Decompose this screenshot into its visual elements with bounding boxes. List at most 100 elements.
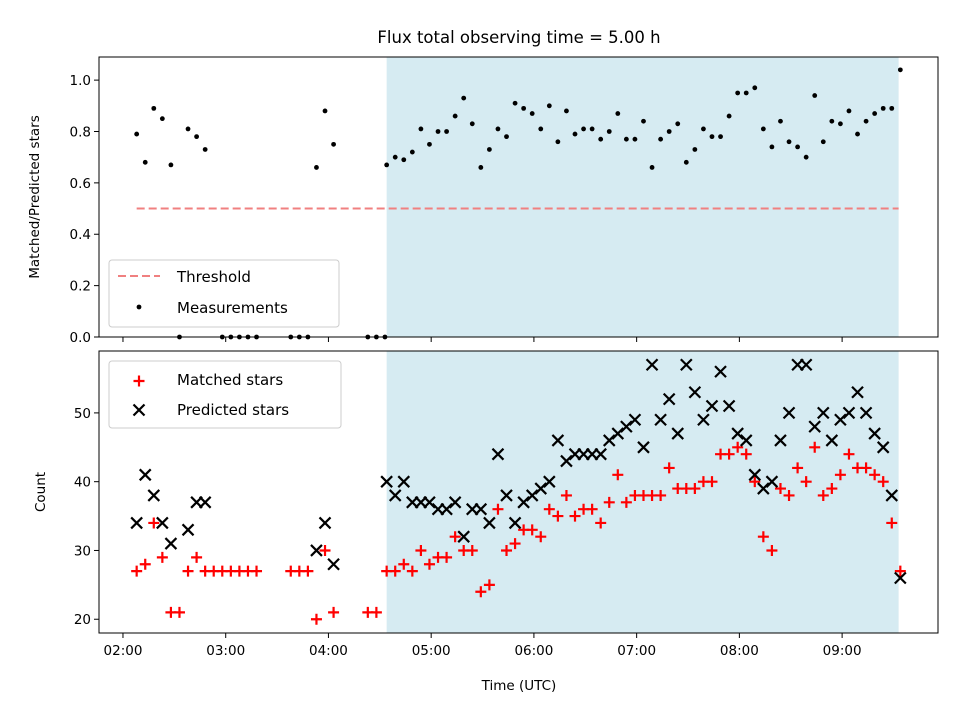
top-panel-marks bbox=[134, 67, 903, 340]
predicted-star-point bbox=[688, 385, 702, 399]
x-axis-label: Time (UTC) bbox=[481, 678, 557, 694]
measurement-point bbox=[675, 121, 681, 127]
y-tick-label: 1.0 bbox=[70, 73, 91, 89]
matched-star-point bbox=[501, 544, 513, 556]
y-tick-label: 0.4 bbox=[70, 227, 91, 243]
bottom-legend: Matched stars Predicted stars bbox=[108, 360, 342, 429]
measurement-point bbox=[529, 111, 535, 116]
predicted-star-point bbox=[327, 557, 340, 571]
measurement-point bbox=[709, 134, 715, 140]
measurement-point bbox=[168, 162, 174, 168]
measurement-point bbox=[555, 139, 561, 145]
bottom-y-axis: 20 30 40 50 bbox=[74, 406, 99, 628]
measurement-point bbox=[331, 141, 336, 147]
measurement-point bbox=[314, 165, 319, 170]
predicted-star-point bbox=[859, 406, 873, 420]
measurement-point bbox=[521, 105, 527, 111]
matched-star-point bbox=[302, 565, 314, 577]
predicted-star-point bbox=[440, 502, 453, 516]
predicted-star-point bbox=[662, 392, 676, 406]
predicted-star-point bbox=[543, 475, 556, 488]
measurement-point bbox=[752, 85, 758, 91]
predicted-star-point bbox=[637, 441, 650, 454]
predicted-star-point bbox=[310, 544, 323, 557]
matched-star-point bbox=[620, 496, 632, 508]
predicted-star-point bbox=[885, 489, 899, 502]
legend-matched-label: Matched stars bbox=[177, 371, 283, 389]
predicted-star-point bbox=[602, 434, 616, 447]
x-tick-label: 03:00 bbox=[206, 643, 245, 659]
predicted-star-point bbox=[397, 475, 411, 488]
predicted-star-point bbox=[138, 468, 152, 482]
measurement-point bbox=[692, 147, 698, 152]
matched-star-point bbox=[749, 476, 761, 488]
matched-star-point bbox=[817, 489, 829, 501]
y-tick-label: 0.2 bbox=[70, 279, 91, 295]
measurement-point bbox=[760, 126, 766, 132]
legend-measurements-label: Measurements bbox=[177, 299, 288, 317]
measurement-point bbox=[401, 157, 407, 163]
matched-star-point bbox=[251, 565, 263, 577]
y-tick-label: 0.6 bbox=[70, 176, 91, 192]
matched-star-point bbox=[131, 565, 143, 577]
measurement-point bbox=[846, 108, 852, 114]
top-y-axis-label: Matched/Predicted stars bbox=[27, 115, 43, 278]
bottom-x-axis: 02:00 03:00 04:00 05:00 06:00 07:00 08:00 09:00 bbox=[104, 633, 862, 659]
x-tick-label: 08:00 bbox=[720, 643, 759, 659]
measurement-point bbox=[564, 108, 569, 114]
predicted-star-point bbox=[697, 413, 710, 427]
predicted-star-point bbox=[525, 489, 539, 502]
predicted-star-point bbox=[628, 413, 642, 427]
predicted-star-point bbox=[834, 413, 847, 427]
measurement-point bbox=[666, 129, 672, 134]
predicted-star-point bbox=[868, 427, 881, 440]
measurement-point bbox=[812, 93, 818, 98]
bottom-panel-frame bbox=[98, 350, 939, 634]
x-tick-label: 09:00 bbox=[823, 643, 862, 659]
measurement-point bbox=[151, 105, 157, 111]
top-legend: Threshold Measurements bbox=[108, 259, 340, 328]
matched-star-point bbox=[552, 510, 564, 522]
matched-star-point bbox=[560, 489, 572, 501]
legend-predicted-label: Predicted stars bbox=[177, 401, 289, 419]
matched-star-point bbox=[869, 469, 881, 481]
measurement-point bbox=[142, 159, 148, 165]
matched-star-point bbox=[415, 544, 427, 556]
measurement-point bbox=[409, 149, 415, 155]
predicted-star-point bbox=[491, 447, 505, 461]
x-tick-label: 05:00 bbox=[412, 643, 451, 659]
matched-star-point bbox=[466, 544, 478, 556]
top-legend-box bbox=[108, 259, 340, 328]
matched-star-point bbox=[406, 565, 418, 577]
measurement-point bbox=[444, 129, 449, 134]
predicted-star-point bbox=[825, 434, 839, 447]
predicted-star-point bbox=[508, 516, 522, 530]
measurement-point bbox=[863, 118, 869, 124]
matched-star-point bbox=[757, 531, 769, 543]
matched-star-point bbox=[423, 558, 435, 570]
predicted-star-point bbox=[876, 441, 890, 454]
measurement-point bbox=[786, 139, 792, 145]
matched-star-point bbox=[139, 558, 151, 570]
matched-star-point bbox=[894, 565, 906, 577]
y-tick-label: 0.0 bbox=[70, 330, 91, 346]
measurement-point bbox=[829, 118, 835, 124]
matched-star-point bbox=[834, 469, 846, 481]
matched-star-point bbox=[843, 448, 855, 460]
predicted-star-point bbox=[714, 365, 727, 378]
predicted-star-point bbox=[748, 468, 762, 482]
predicted-star-point bbox=[765, 475, 779, 488]
predicted-star-point bbox=[318, 516, 332, 530]
matched-star-point bbox=[310, 613, 322, 625]
matched-star-point bbox=[586, 503, 598, 515]
predicted-star-point bbox=[534, 482, 548, 495]
top-panel-frame bbox=[98, 56, 939, 338]
measurement-point bbox=[495, 126, 501, 132]
matched-star-point bbox=[449, 531, 461, 543]
measurement-point bbox=[683, 159, 689, 165]
measurement-point bbox=[546, 103, 552, 109]
measurement-point bbox=[880, 105, 886, 111]
matched-star-point bbox=[148, 517, 160, 529]
